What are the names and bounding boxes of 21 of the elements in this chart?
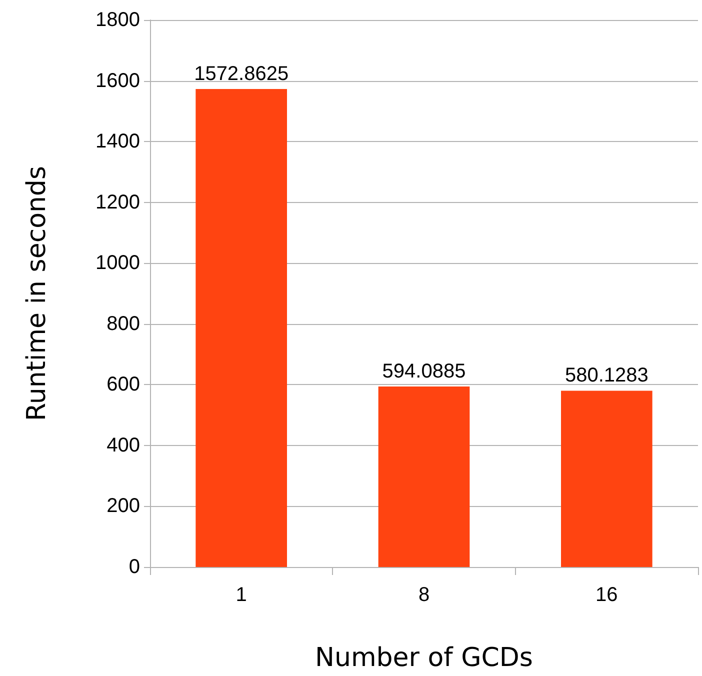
bar <box>378 386 470 567</box>
data-label: 594.0885 <box>382 360 466 382</box>
y-tick-label: 1600 <box>96 70 140 92</box>
y-tick-label: 1000 <box>96 252 140 274</box>
y-tick-label: 800 <box>106 312 140 335</box>
data-label: 580.1283 <box>564 364 648 387</box>
data-label: 1572.8625 <box>194 63 289 86</box>
y-tick-label: 1800 <box>96 9 140 31</box>
y-tick-label: 200 <box>106 495 140 518</box>
bar <box>561 390 652 567</box>
bar <box>196 89 287 567</box>
x-axis-title: Number of GCDs <box>315 643 533 673</box>
y-tick-label: 400 <box>106 434 140 456</box>
x-tick-label: 8 <box>418 584 430 606</box>
x-tick-label: 16 <box>596 584 618 606</box>
x-tick-label: 1 <box>236 584 247 606</box>
y-axis-title: Runtime in seconds <box>22 166 52 422</box>
y-tick-label: 1400 <box>96 130 140 153</box>
y-tick-label: 1200 <box>96 191 140 214</box>
y-tick-label: 600 <box>106 374 140 396</box>
y-tick-label: 0 <box>128 556 140 578</box>
